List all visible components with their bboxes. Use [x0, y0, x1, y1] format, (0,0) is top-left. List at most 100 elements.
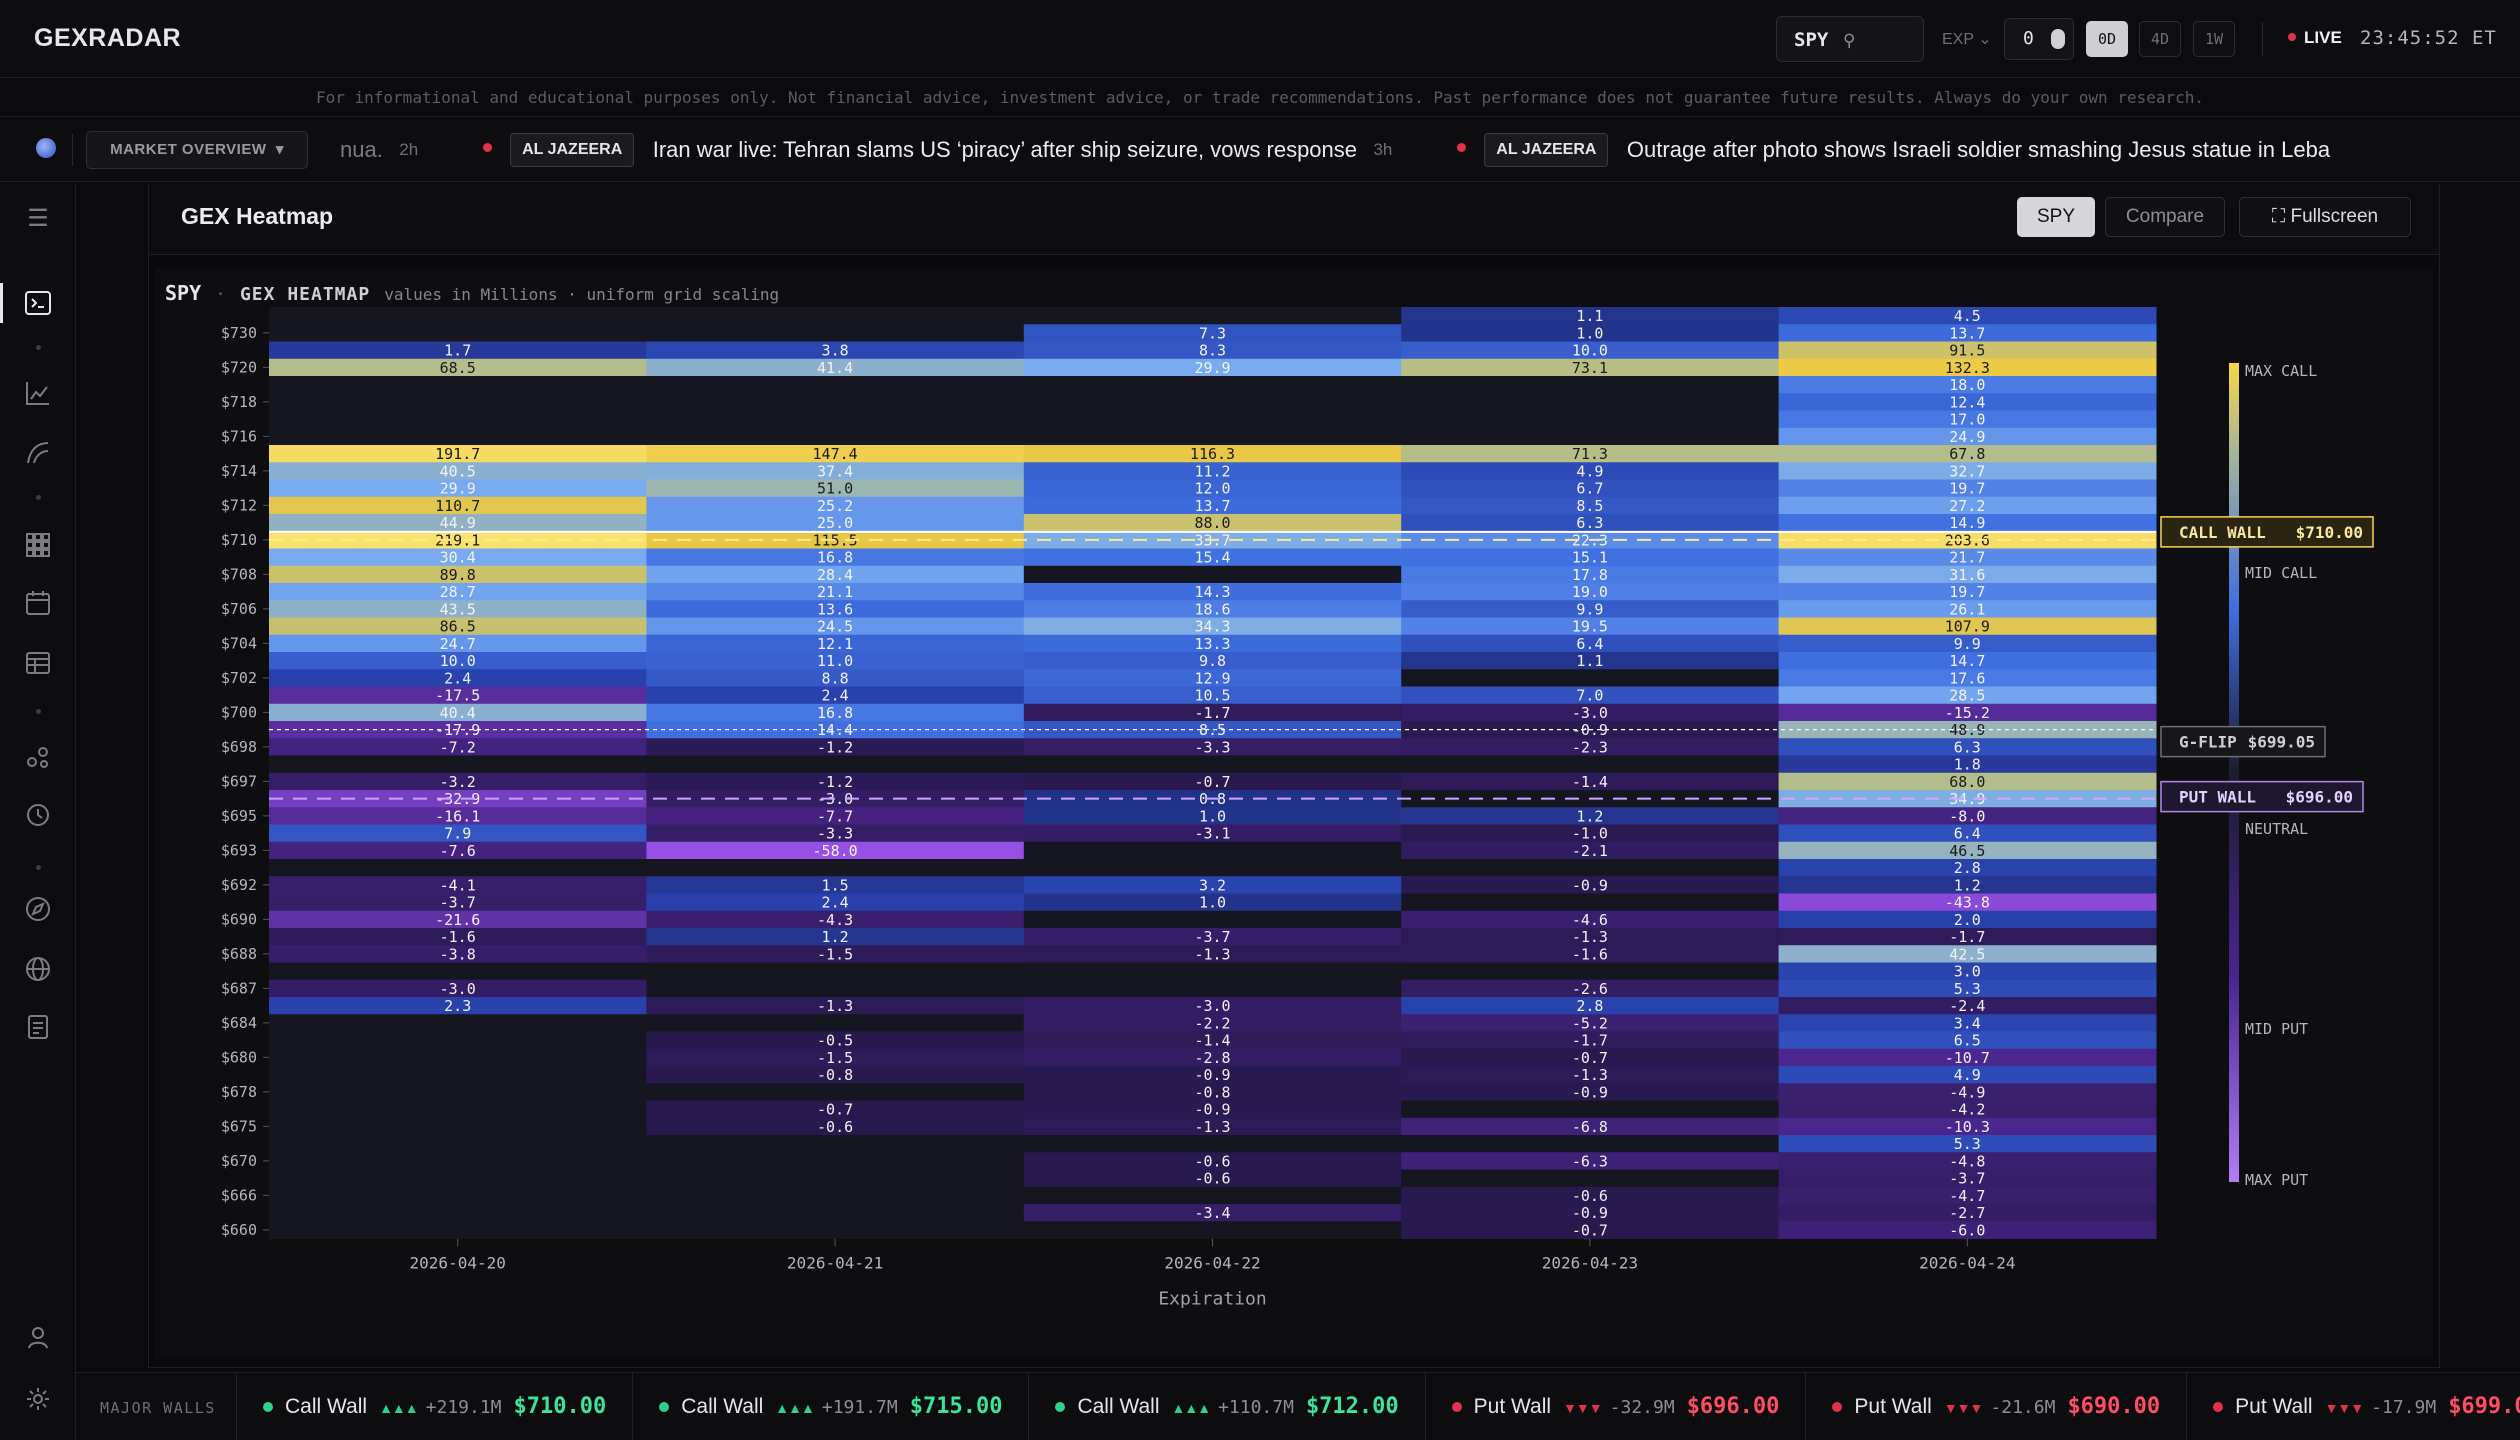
heatmap-cell — [1401, 514, 1780, 532]
heatmap-cell-value: -2.2 — [1194, 1014, 1230, 1032]
compass-icon[interactable] — [24, 895, 52, 923]
heatmap-cell-value: 25.2 — [817, 497, 853, 515]
heatmap-cell-value: 24.9 — [1949, 428, 1985, 446]
spy-button[interactable]: SPY — [2017, 197, 2095, 237]
heatmap-cell — [1023, 945, 1402, 963]
heatmap-cell — [646, 1100, 1025, 1119]
history-icon[interactable] — [24, 801, 52, 829]
news-headline: Iran war live: Tehran slams US ‘piracy’ … — [652, 137, 1358, 162]
heatmap-cell-value: 2.3 — [444, 997, 471, 1015]
calendar-icon[interactable] — [24, 589, 52, 617]
heatmap-cell — [1778, 531, 2157, 549]
heatmap-cell — [1023, 876, 1402, 894]
news-item[interactable]: AL JAZEERA Outrage after photo shows Isr… — [1456, 118, 2330, 181]
heatmap-cell-value: 21.1 — [817, 583, 853, 601]
heatmap-cell-value: 15.4 — [1194, 549, 1230, 567]
panel-header: GEX Heatmap SPY Compare ⛶ Fullscreen — [149, 183, 2439, 255]
exp-days-input[interactable]: 0 — [2004, 18, 2074, 60]
y-tick-label: $690 — [221, 910, 257, 928]
news-item[interactable]: nua. 2h — [340, 118, 418, 181]
heatmap-cell — [269, 686, 647, 705]
heatmap-cell — [1023, 634, 1402, 653]
wall-item[interactable]: Put Wall ▼▼▼ -21.6M $690.00 — [1805, 1373, 2186, 1440]
heatmap-cell-value: 2.4 — [822, 687, 849, 705]
heatmap-cell — [269, 652, 647, 670]
table-icon[interactable] — [24, 649, 52, 677]
wall-item[interactable]: Call Wall ▲▲▲ +191.7M $715.00 — [632, 1373, 1028, 1440]
terminal-icon[interactable] — [24, 289, 52, 317]
heatmap-cell — [269, 1221, 647, 1239]
wall-strength-icon: ▲▲▲ — [1171, 1400, 1212, 1416]
stepper-icon[interactable] — [2051, 29, 2065, 49]
y-tick-label: $712 — [221, 496, 257, 514]
wall-strength-icon: ▲▲▲ — [775, 1400, 815, 1416]
wall-item[interactable]: Call Wall ▲▲▲ +110.7M $712.00 — [1028, 1373, 1424, 1440]
heatmap-cell — [1778, 1014, 2157, 1032]
heatmap-cell — [1778, 427, 2157, 446]
heatmap-cell — [646, 928, 1025, 946]
chart-symbol: SPY — [165, 281, 202, 305]
range-1w-button[interactable]: 1W — [2193, 21, 2235, 57]
heatmap-cell — [1778, 496, 2157, 515]
heatmap-cell — [1778, 410, 2157, 429]
heatmap-cell — [646, 893, 1025, 912]
fullscreen-button[interactable]: ⛶ Fullscreen — [2239, 197, 2411, 237]
heatmap-cell — [269, 324, 647, 342]
heatmap-cell — [1401, 358, 1780, 377]
heatmap-cell — [1023, 358, 1402, 377]
curve-icon[interactable] — [24, 439, 52, 467]
wall-item[interactable]: Call Wall ▲▲▲ +219.1M $710.00 — [236, 1373, 632, 1440]
heatmap-cell — [1401, 962, 1780, 981]
heatmap-cell — [646, 1186, 1025, 1205]
heatmap-cell-value: 12.4 — [1949, 393, 1985, 411]
document-icon[interactable] — [24, 1013, 52, 1041]
heatmap-cell-value: 16.8 — [817, 704, 853, 722]
heatmap-cell — [1023, 893, 1402, 912]
heatmap-cell-value: 1.2 — [1576, 807, 1603, 825]
heatmap-cell — [269, 893, 647, 912]
globe-nav-icon[interactable] — [24, 955, 52, 983]
y-tick-label: $695 — [221, 807, 257, 825]
market-overview-button[interactable]: MARKET OVERVIEW ▾ — [86, 131, 308, 169]
wall-item[interactable]: Put Wall ▼▼▼ -17.9M $699.00 — [2186, 1373, 2520, 1440]
grid-icon[interactable] — [24, 531, 52, 559]
range-4d-button[interactable]: 4D — [2139, 21, 2181, 57]
globe-icon[interactable] — [36, 138, 56, 158]
compare-button[interactable]: Compare — [2105, 197, 2225, 237]
settings-gear-icon[interactable] — [24, 1385, 52, 1413]
heatmap-cell-value: 16.8 — [817, 549, 853, 567]
heatmap-cell — [1401, 376, 1780, 394]
heatmap-cell-value: 12.9 — [1194, 669, 1230, 687]
line-chart-icon[interactable] — [24, 379, 52, 407]
user-icon[interactable] — [24, 1323, 52, 1351]
heatmap-cell-value: 9.8 — [1199, 652, 1226, 670]
app-logo[interactable]: GEXRADAR — [34, 24, 182, 52]
heatmap-cell-value: 4.5 — [1954, 307, 1981, 325]
heatmap-cell — [269, 1152, 647, 1170]
heatmap-cell-value: -0.6 — [1194, 1170, 1230, 1188]
heatmap-cell — [1401, 669, 1780, 687]
y-tick-label: $684 — [221, 1014, 257, 1032]
call-wall-badge-price: $710.00 — [2296, 523, 2363, 542]
scatter-icon[interactable] — [24, 743, 52, 771]
heatmap-cell-value: 6.7 — [1576, 480, 1603, 498]
heatmap-cell — [1401, 341, 1780, 360]
heatmap-cell-value: 91.5 — [1949, 342, 1985, 360]
major-walls-label: MAJOR WALLS — [100, 1399, 216, 1417]
range-0d-button[interactable]: 0D — [2086, 21, 2128, 57]
call-dot-icon — [263, 1402, 273, 1412]
heatmap-cell-value: -2.8 — [1194, 1049, 1230, 1067]
ticker-search-input[interactable]: SPY ⚲ — [1776, 16, 1924, 62]
heatmap-cell-value: 1.0 — [1199, 894, 1226, 912]
x-axis-label: Expiration — [1158, 1289, 1266, 1310]
menu-icon[interactable]: ☰ — [27, 205, 49, 232]
call-wall-badge-label: CALL WALL — [2179, 523, 2266, 542]
heatmap-cell — [269, 427, 647, 446]
news-item[interactable]: AL JAZEERA Iran war live: Tehran slams U… — [482, 118, 1392, 181]
put-dot-icon — [1832, 1402, 1843, 1412]
wall-gex: -32.9M — [1609, 1397, 1675, 1418]
exp-dropdown[interactable]: EXP ⌄ — [1942, 31, 1992, 48]
heatmap-cell — [1778, 841, 2157, 860]
wall-item[interactable]: Put Wall ▼▼▼ -32.9M $696.00 — [1424, 1373, 1806, 1440]
heatmap-cell — [269, 807, 647, 825]
